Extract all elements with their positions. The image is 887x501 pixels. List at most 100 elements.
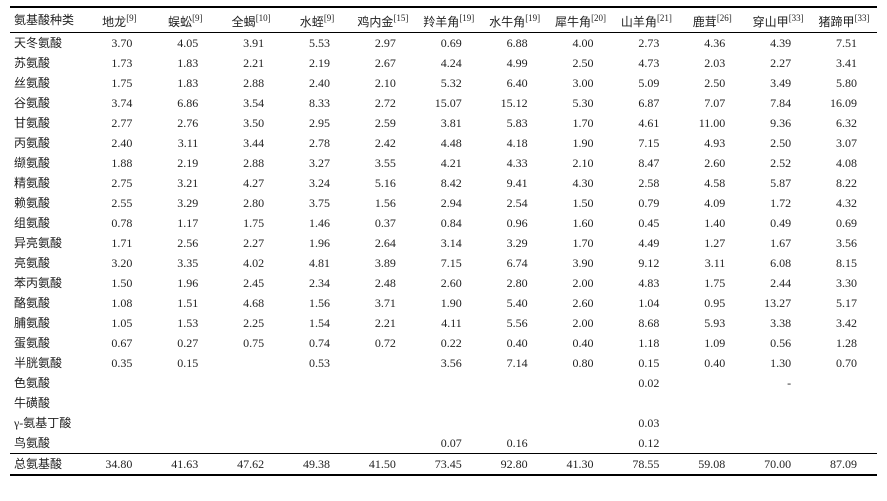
cell-value: 1.73 [87, 53, 153, 73]
col-header-text: 犀牛角 [555, 15, 591, 29]
cell-value: 1.28 [811, 333, 877, 353]
cell-value: 5.16 [350, 173, 416, 193]
col-header-text: 全蝎 [232, 15, 256, 29]
cell-value: 0.49 [745, 213, 811, 233]
cell-value [350, 373, 416, 393]
col-header-text: 水牛角 [489, 15, 525, 29]
cell-value [350, 393, 416, 413]
cell-value: 1.04 [614, 293, 680, 313]
cell-value: 2.80 [218, 193, 284, 213]
cell-value: 1.40 [679, 213, 745, 233]
cell-value: 8.22 [811, 173, 877, 193]
cell-value: 7.14 [482, 353, 548, 373]
cell-value: 1.53 [152, 313, 218, 333]
cell-value: 3.20 [87, 253, 153, 273]
table-row: 缬氨酸1.882.192.883.273.554.214.332.108.472… [10, 153, 877, 173]
total-cell-value: 59.08 [679, 454, 745, 476]
col-header-ref: [21] [657, 13, 672, 23]
cell-value: 0.84 [416, 213, 482, 233]
cell-value: 8.33 [284, 93, 350, 113]
cell-value: 1.05 [87, 313, 153, 333]
cell-value: - [745, 373, 811, 393]
cell-value: 2.00 [548, 313, 614, 333]
table-row: 谷氨酸3.746.863.548.332.7215.0715.125.306.8… [10, 93, 877, 113]
table-row: 苯丙氨酸1.501.962.452.342.482.602.802.004.83… [10, 273, 877, 293]
cell-value: 8.42 [416, 173, 482, 193]
row-label: 牛磺酸 [10, 393, 87, 413]
cell-value: 3.11 [679, 253, 745, 273]
col-header: 穿山甲[33] [745, 7, 811, 33]
cell-value: 3.50 [218, 113, 284, 133]
cell-value: 4.68 [218, 293, 284, 313]
cell-value: 3.42 [811, 313, 877, 333]
cell-value: 2.73 [614, 33, 680, 54]
cell-value: 3.30 [811, 273, 877, 293]
cell-value: 0.70 [811, 353, 877, 373]
table-row: 异亮氨酸1.712.562.271.962.643.143.291.704.49… [10, 233, 877, 253]
row-label: γ-氨基丁酸 [10, 413, 87, 433]
cell-value: 9.12 [614, 253, 680, 273]
cell-value: 3.81 [416, 113, 482, 133]
row-label: 蛋氨酸 [10, 333, 87, 353]
cell-value [482, 413, 548, 433]
cell-value: 0.67 [87, 333, 153, 353]
cell-value: 2.80 [482, 273, 548, 293]
cell-value: 2.55 [87, 193, 153, 213]
col-header: 鸡内金[15] [350, 7, 416, 33]
table-row: 天冬氨酸3.704.053.915.532.970.696.884.002.73… [10, 33, 877, 54]
total-cell-value: 41.50 [350, 454, 416, 476]
cell-value: 4.00 [548, 33, 614, 54]
cell-value: 1.67 [745, 233, 811, 253]
cell-value: 0.02 [614, 373, 680, 393]
cell-value: 5.93 [679, 313, 745, 333]
cell-value [811, 373, 877, 393]
cell-value: 2.59 [350, 113, 416, 133]
row-label: 赖氨酸 [10, 193, 87, 213]
row-label: 脯氨酸 [10, 313, 87, 333]
total-cell-value: 41.63 [152, 454, 218, 476]
total-cell-value: 70.00 [745, 454, 811, 476]
cell-value: 9.41 [482, 173, 548, 193]
row-label: 酪氨酸 [10, 293, 87, 313]
cell-value: 3.56 [416, 353, 482, 373]
cell-value: 3.35 [152, 253, 218, 273]
total-cell-value: 87.09 [811, 454, 877, 476]
row-label: 苯丙氨酸 [10, 273, 87, 293]
cell-value: 2.40 [87, 133, 153, 153]
cell-value: 4.18 [482, 133, 548, 153]
total-cell-value: 92.80 [482, 454, 548, 476]
cell-value: 2.34 [284, 273, 350, 293]
total-row-label: 总氨基酸 [10, 454, 87, 476]
cell-value: 16.09 [811, 93, 877, 113]
cell-value: 3.24 [284, 173, 350, 193]
cell-value: 1.90 [548, 133, 614, 153]
cell-value: 2.54 [482, 193, 548, 213]
cell-value: 1.09 [679, 333, 745, 353]
cell-value: 0.03 [614, 413, 680, 433]
cell-value [679, 393, 745, 413]
cell-value: 7.51 [811, 33, 877, 54]
cell-value: 2.75 [87, 173, 153, 193]
cell-value: 0.79 [614, 193, 680, 213]
cell-value: 4.08 [811, 153, 877, 173]
col-header: 全蝎[10] [218, 7, 284, 33]
cell-value: 0.69 [811, 213, 877, 233]
cell-value: 4.81 [284, 253, 350, 273]
cell-value: 5.53 [284, 33, 350, 54]
cell-value: 2.19 [284, 53, 350, 73]
cell-value [152, 393, 218, 413]
total-cell-value: 47.62 [218, 454, 284, 476]
cell-value: 4.27 [218, 173, 284, 193]
cell-value: 4.30 [548, 173, 614, 193]
cell-value: 5.83 [482, 113, 548, 133]
col-header-ref: [19] [459, 13, 474, 23]
table-row: γ-氨基丁酸 0.03 [10, 413, 877, 433]
cell-value: 2.21 [218, 53, 284, 73]
cell-value: 4.36 [679, 33, 745, 54]
cell-value: 0.15 [152, 353, 218, 373]
col-header-ref: [9] [324, 13, 335, 23]
row-label: 半胱氨酸 [10, 353, 87, 373]
col-header-ref: [19] [525, 13, 540, 23]
cell-value: 2.40 [284, 73, 350, 93]
cell-value: 6.87 [614, 93, 680, 113]
